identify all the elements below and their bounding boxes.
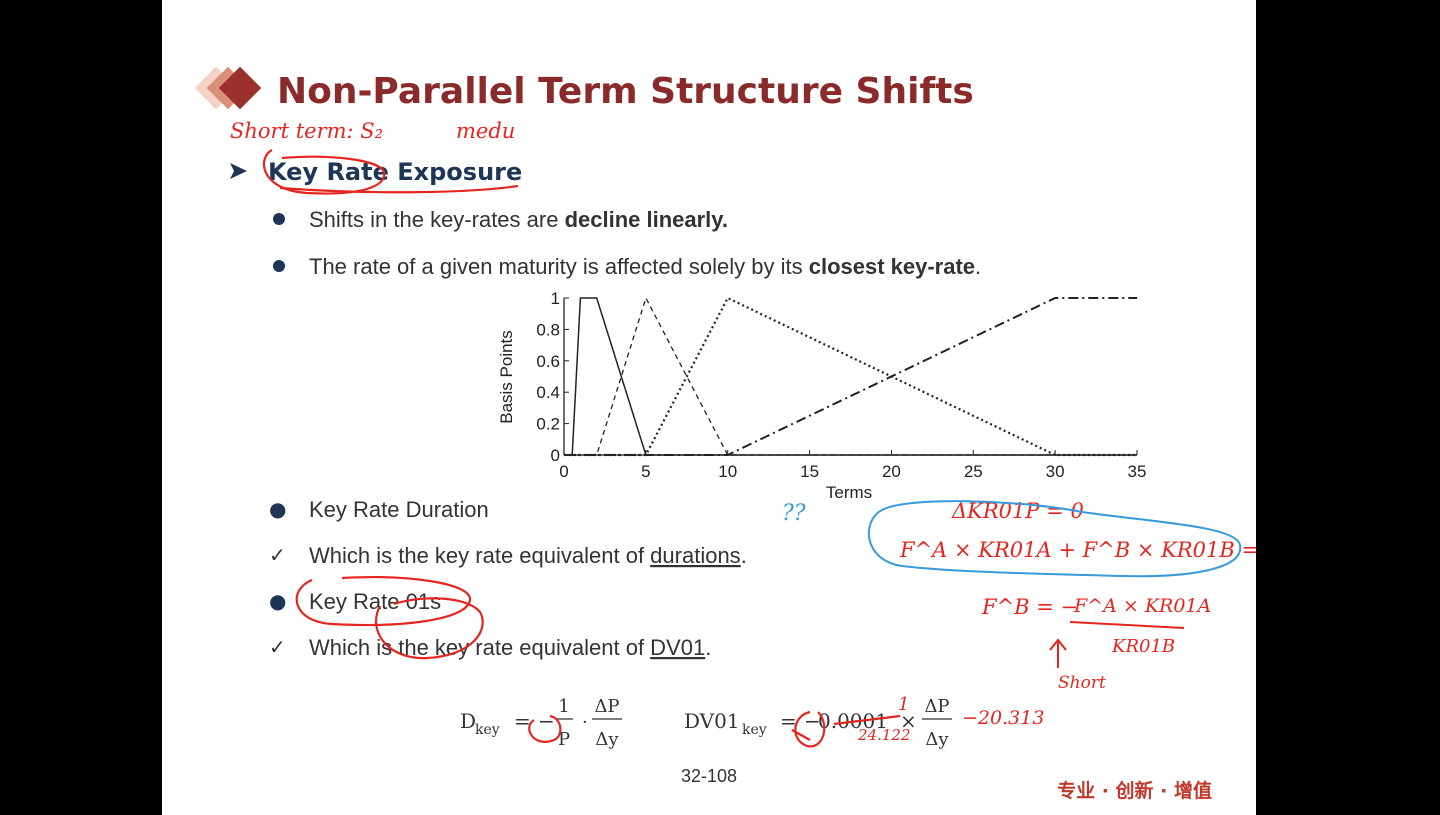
chart-y-tick-label: 0.2 (536, 415, 560, 434)
bullet-text: Key Rate Duration (309, 497, 489, 522)
chart-y-tick-label: 1 (551, 289, 560, 308)
bullet-marker: ● (269, 497, 286, 521)
formula-duration-ink (528, 714, 562, 743)
heading-arrow-icon (230, 163, 247, 179)
chart-x-tick-label: 25 (964, 462, 983, 481)
annotation-up-arrow-icon (1049, 638, 1067, 668)
formula-dv01-ink (791, 710, 901, 748)
chart-series-dotted-line (564, 296, 1137, 457)
section-heading: Key Rate Exposure (268, 158, 522, 186)
formula-duration: D key = − 1 P · ΔP Δy (460, 696, 622, 750)
bullet-text: Which is the key rate equivalent of dura… (309, 543, 747, 568)
chart-y-tick-label: 0 (551, 446, 560, 465)
svg-text:−: − (804, 709, 821, 733)
chart-x-tick-label: 15 (800, 462, 819, 481)
annotation-eq3-fraction-bar (1069, 621, 1185, 629)
svg-text:×: × (900, 709, 917, 733)
slide-title: Non-Parallel Term Structure Shifts (277, 71, 974, 112)
annotation-medium: medu (456, 119, 515, 143)
slide-canvas: Non-Parallel Term Structure Shifts Short… (194, 66, 1256, 802)
svg-text:·: · (582, 712, 588, 733)
chart-xlabel: Terms (826, 483, 872, 502)
formula-dv01-annotations: 1 24.122 −20.313 (857, 694, 1044, 744)
bullet-plain: The rate of a given maturity is affected… (309, 254, 809, 279)
bullet-bold: decline linearly. (565, 207, 728, 232)
chart-series-solid-line (564, 297, 1137, 456)
bullet-text: Key Rate 01s (309, 589, 441, 614)
page-number: 32-108 (681, 766, 737, 786)
bullet-after: . (975, 254, 981, 279)
annotation-eq2: F^A × KR01A + F^B × KR01B = 0 (899, 538, 1256, 562)
svg-text:P: P (558, 729, 570, 750)
bullet-dot (273, 213, 285, 225)
chart-series-dashdot-line (564, 297, 1137, 456)
chart-x-tick-label: 0 (559, 462, 568, 481)
annotation-short: Short (1058, 673, 1106, 693)
slide: Non-Parallel Term Structure Shifts Short… (162, 0, 1256, 815)
chart-y-tick-label: 0.6 (536, 352, 560, 371)
annotation-eq3-lhs: F^B = − (981, 595, 1078, 619)
chart-x-tick-label: 30 (1046, 462, 1065, 481)
heading-circle-ink (262, 149, 519, 195)
annotation-eq3-num: F^A × KR01A (1073, 595, 1211, 617)
bullet-text: The rate of a given maturity is affected… (309, 254, 981, 279)
bullet-plain: Shifts in the key-rates are (309, 207, 565, 232)
svg-text:−20.313: −20.313 (962, 707, 1044, 729)
svg-text:24.122: 24.122 (857, 726, 911, 744)
svg-text:−: − (538, 709, 555, 733)
svg-text:D: D (460, 709, 476, 733)
formula-dv01: DV01 key = − 0.0001 × ΔP Δy (684, 696, 952, 750)
svg-text:ΔP: ΔP (924, 696, 949, 717)
check-marker: ✓ (269, 543, 286, 567)
chart-x-tick-label: 10 (718, 462, 737, 481)
chart-y-tick-label: 0.8 (536, 320, 560, 339)
chart-ylabel: Basis Points (497, 330, 516, 424)
annotation-short-term: Short term: S₂ (230, 119, 383, 143)
svg-text:ΔP: ΔP (594, 696, 619, 717)
bullet-marker: ● (269, 589, 286, 613)
annotation-question-marks: ?? (782, 501, 806, 526)
footer-brand: 专业 · 创新 · 增值 (1057, 779, 1212, 802)
chart-series-dashed-line (564, 296, 1137, 456)
bullet-text: Shifts in the key-rates are decline line… (309, 207, 728, 232)
bullet-group: ● Key Rate Duration ✓ Which is the key r… (269, 497, 747, 660)
key-rate-chart: Basis Points Terms 0 5 10 15 20 25 30 35 0 0.2 0.4… (497, 289, 1146, 502)
svg-text:DV01: DV01 (684, 709, 740, 733)
svg-text:=: = (514, 709, 531, 733)
svg-text:Δy: Δy (595, 729, 619, 750)
chart-x-tick-label: 5 (641, 462, 650, 481)
check-marker: ✓ (269, 635, 286, 659)
svg-text:=: = (780, 709, 797, 733)
key-rate-01s-circle-ink (295, 576, 484, 660)
annotation-eq2-cloud (868, 500, 1242, 578)
svg-text:key: key (475, 722, 500, 738)
chart-x-tick-label: 35 (1128, 462, 1147, 481)
bullet-bold: closest key-rate (809, 254, 975, 279)
svg-text:key: key (742, 722, 767, 738)
chart-y-tick-label: 0.4 (536, 383, 560, 402)
svg-text:Δy: Δy (925, 729, 949, 750)
bullet-dot (273, 260, 285, 272)
title-diamond-icon (194, 66, 262, 110)
annotation-eq3-den: KR01B (1111, 636, 1175, 657)
svg-text:1: 1 (558, 696, 569, 717)
bullet-text: Which is the key rate equivalent of DV01… (309, 635, 711, 660)
chart-x-tick-label: 20 (882, 462, 901, 481)
svg-text:1: 1 (898, 694, 909, 715)
